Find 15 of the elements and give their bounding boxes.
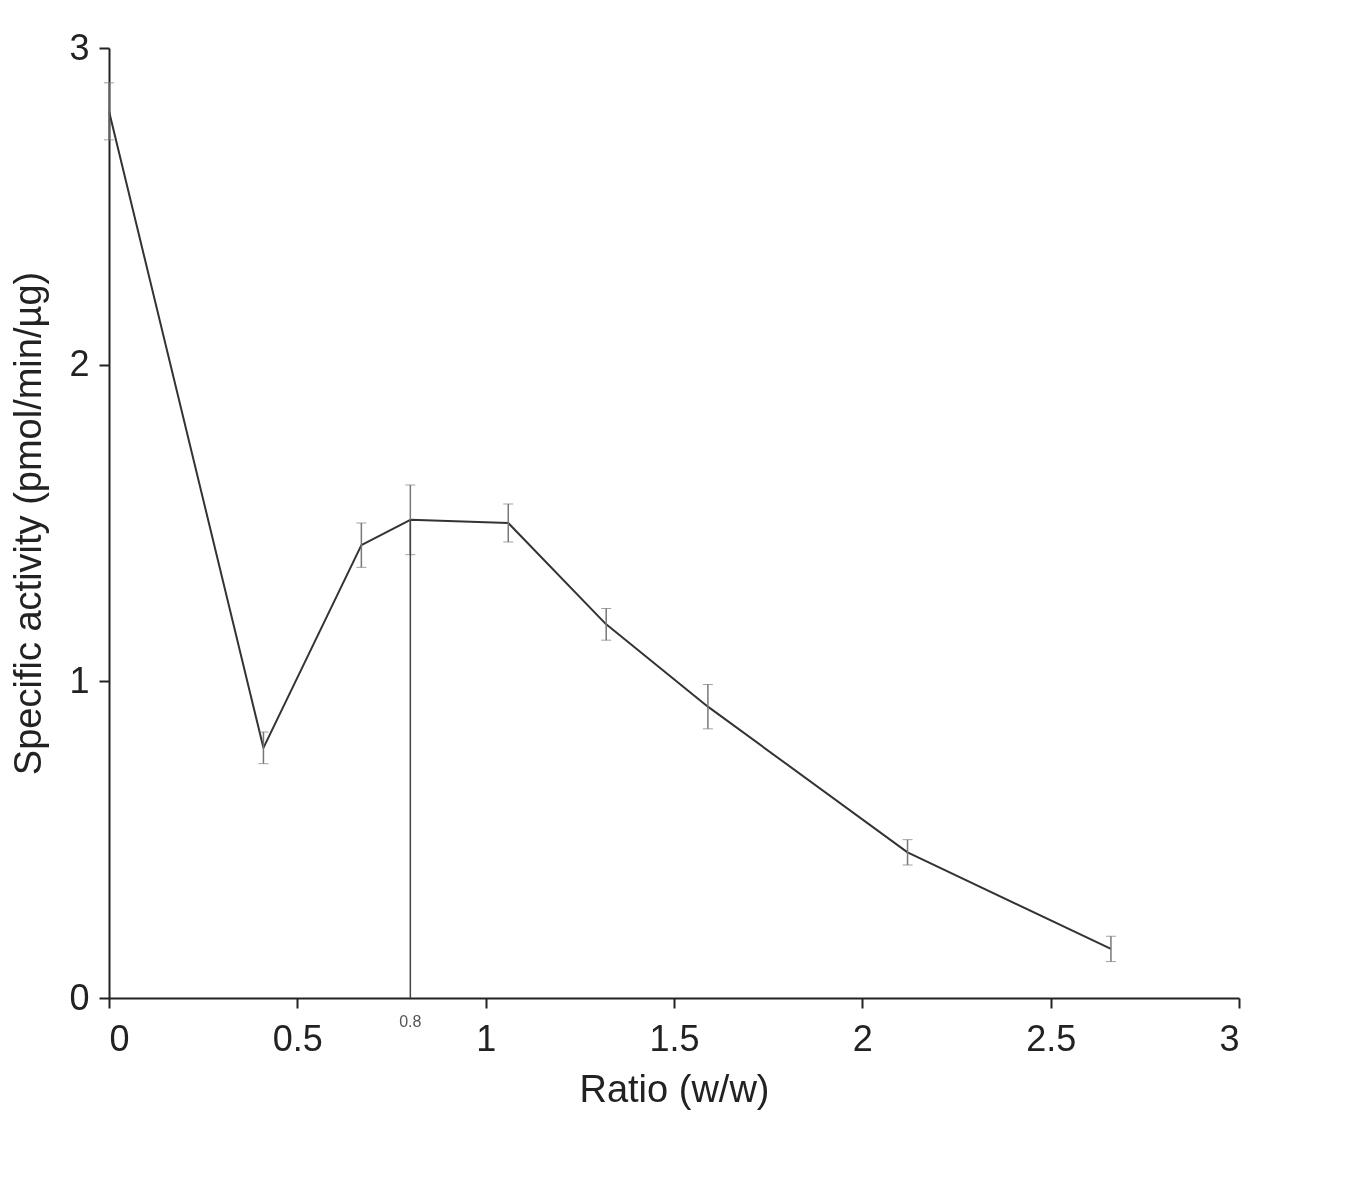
x-tick-label: 2.5	[1026, 1017, 1077, 1059]
y-axis-title: Specific activity (pmol/min/µg)	[7, 271, 50, 776]
x-tick-label: 1.5	[649, 1017, 700, 1059]
x-tick-label: 0	[109, 1017, 130, 1059]
x-tick-label: 2	[852, 1017, 873, 1059]
x-tick-label: 1	[476, 1017, 497, 1059]
line-series	[108, 110, 1112, 950]
y-tick-label: 2	[69, 343, 90, 385]
y-tick-label: 0	[69, 976, 90, 1018]
ref-line-label: 0.8	[399, 1013, 422, 1030]
x-axis-title: Ratio (w/w)	[579, 1067, 770, 1110]
x-tick-label: 3	[1219, 1017, 1240, 1059]
x-tick-label: 0.5	[272, 1017, 323, 1059]
y-tick-label: 1	[69, 659, 90, 701]
y-tick-label: 3	[69, 26, 90, 68]
